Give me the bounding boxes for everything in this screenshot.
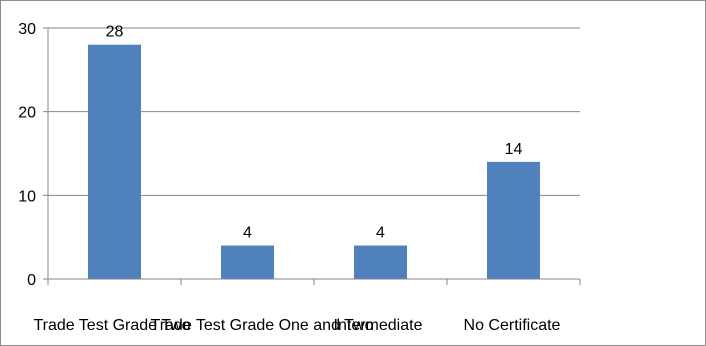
y-tick-labels: 0 10 20 30 (18, 21, 36, 289)
data-label: 28 (106, 24, 124, 41)
y-tick-label: 0 (27, 272, 36, 289)
data-labels: 28 4 4 14 (106, 24, 523, 242)
category-label: Intermediate (334, 317, 423, 334)
axes (43, 27, 581, 285)
bar (221, 245, 274, 279)
data-label: 4 (243, 225, 252, 242)
category-label: Trade Test Grade One and Two (151, 317, 374, 334)
data-label: 4 (376, 225, 385, 242)
data-label: 14 (505, 141, 523, 158)
bar (354, 245, 407, 279)
bar (487, 161, 540, 279)
category-label: Trade Test Grade Two (33, 317, 190, 334)
bar (88, 44, 141, 279)
y-tick-label: 20 (18, 105, 36, 122)
y-tick-label: 10 (18, 188, 36, 205)
category-label: No Certificate (464, 317, 561, 334)
y-tick-label: 30 (18, 21, 36, 38)
bars (88, 44, 540, 279)
